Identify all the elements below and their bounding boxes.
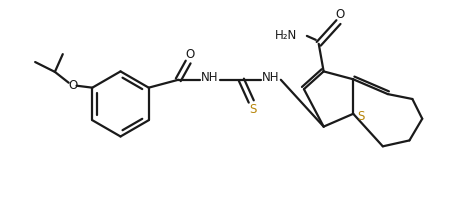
Text: NH: NH [262, 71, 279, 84]
Text: S: S [357, 110, 364, 123]
Text: H₂N: H₂N [274, 29, 296, 42]
Text: NH: NH [201, 71, 218, 84]
Text: O: O [68, 79, 77, 92]
Text: O: O [335, 8, 344, 21]
Text: S: S [249, 103, 256, 116]
Text: O: O [185, 48, 194, 61]
